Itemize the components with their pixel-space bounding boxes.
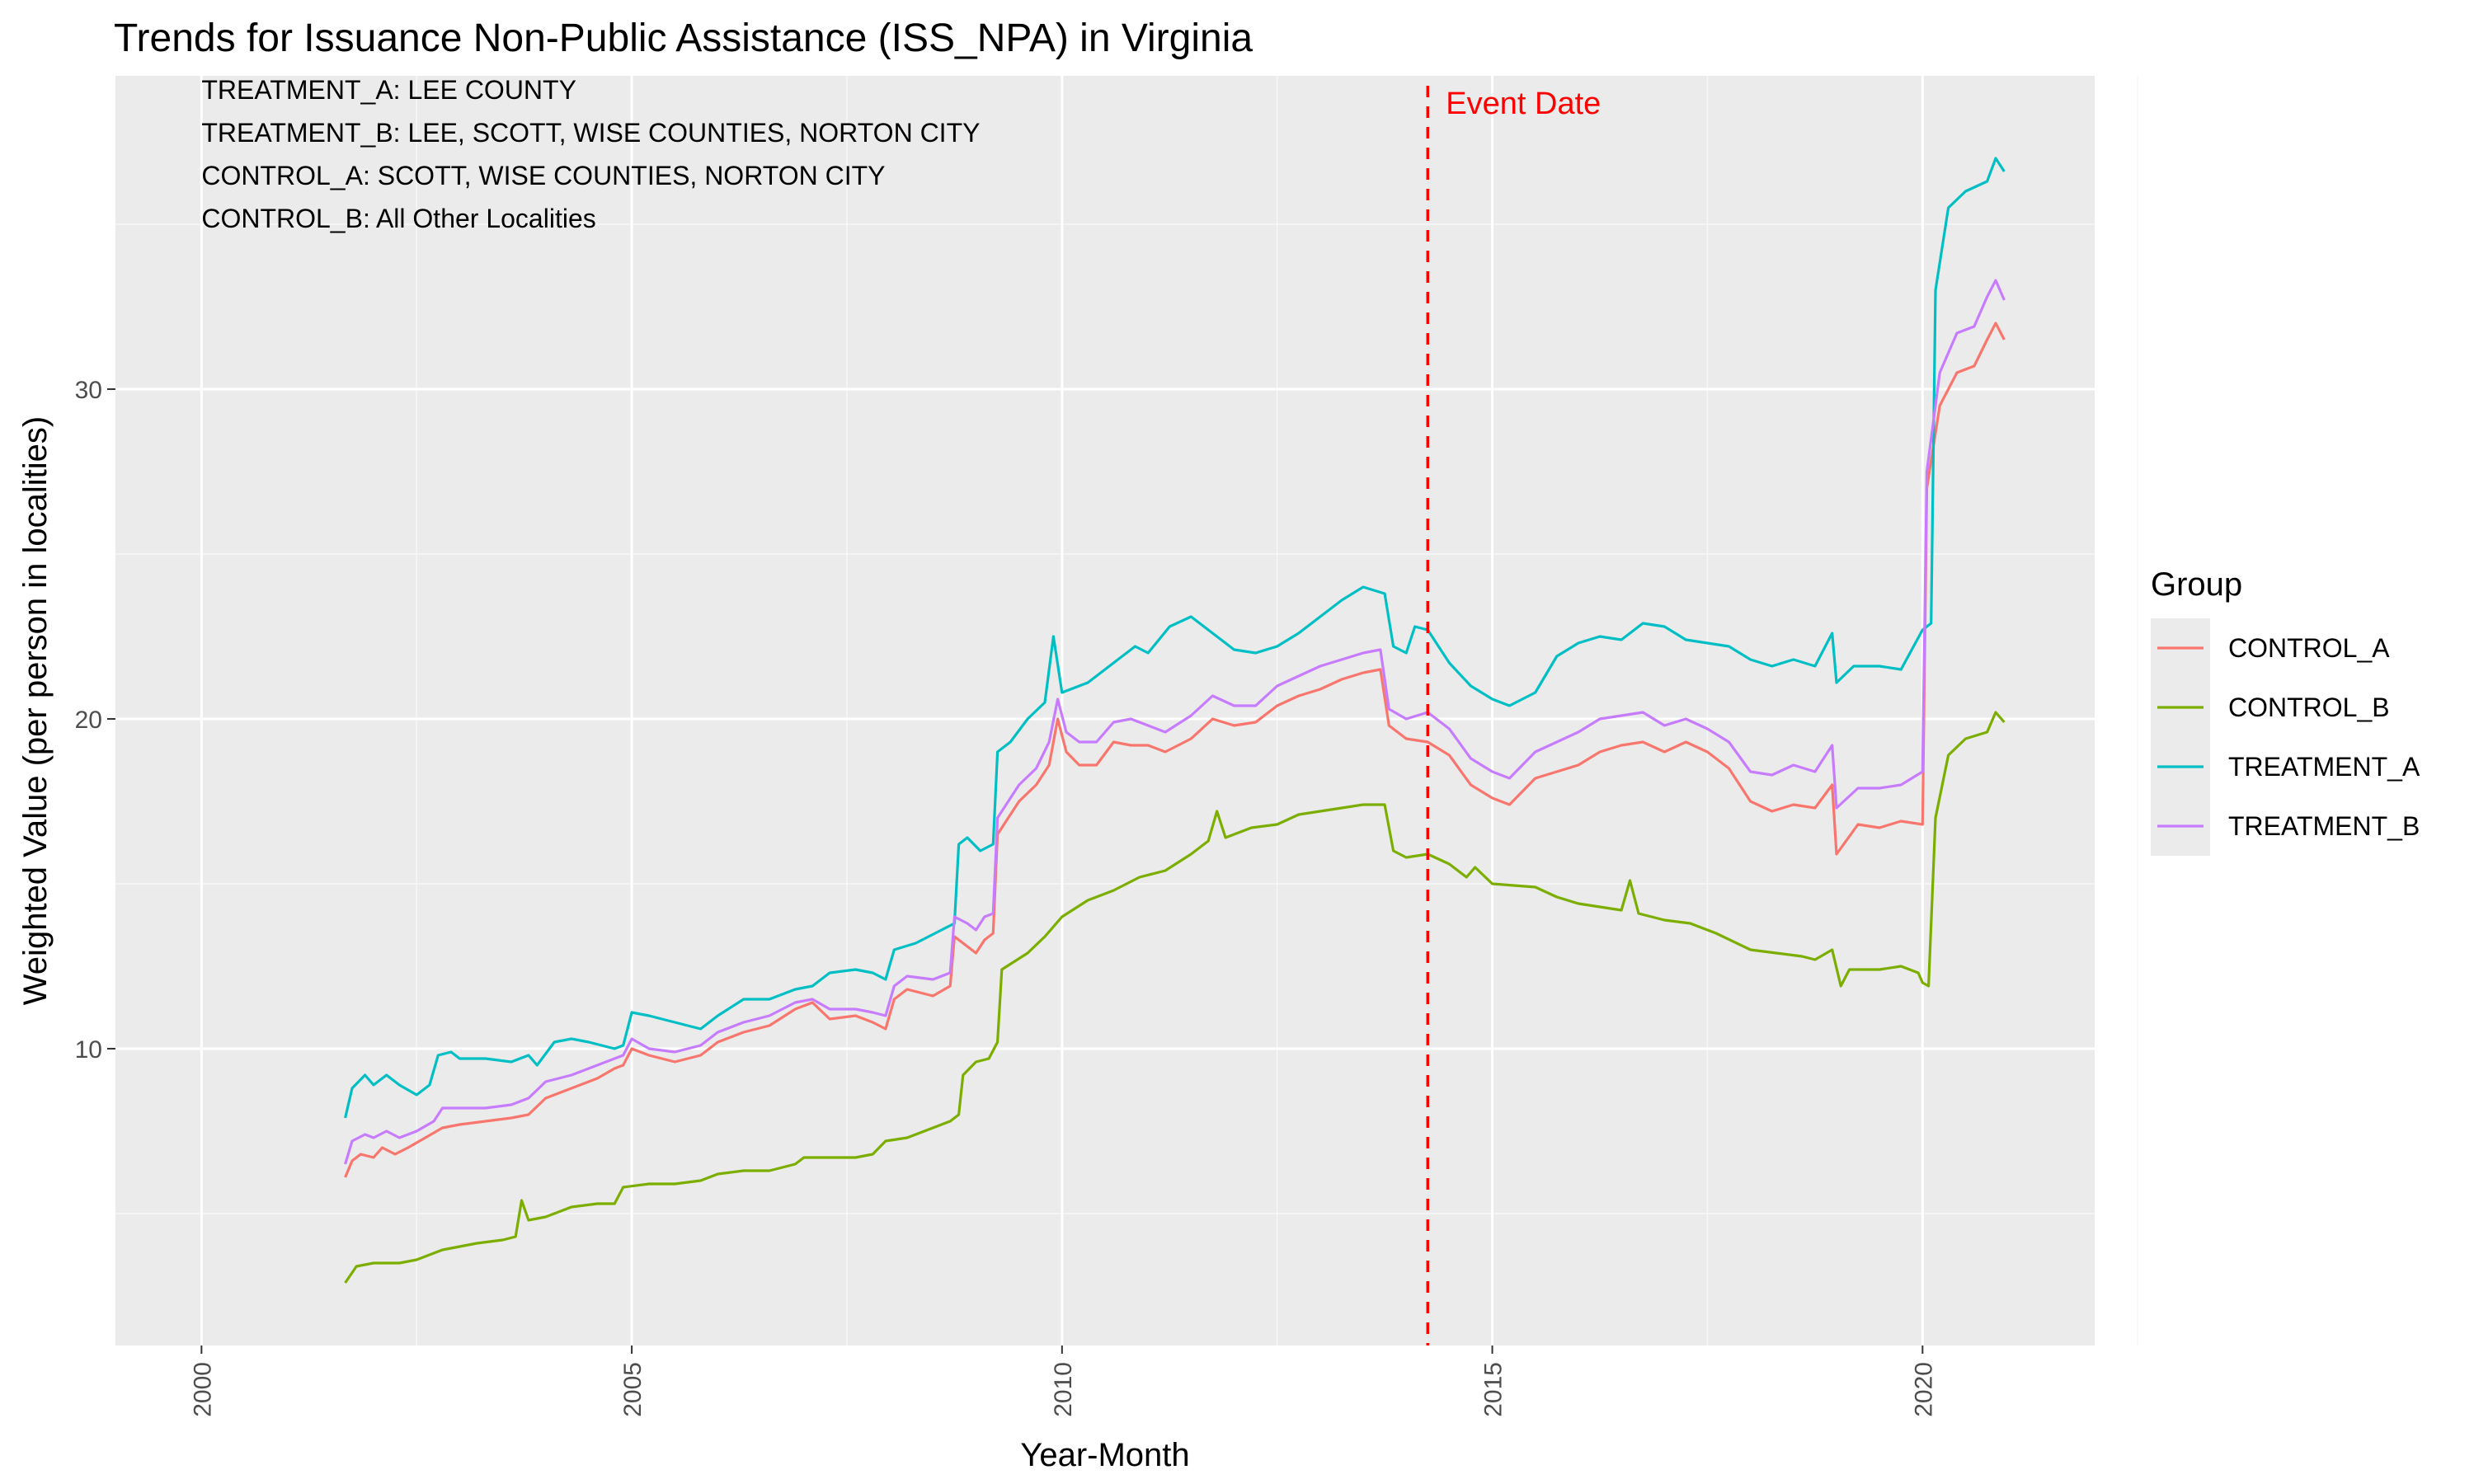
- legend-label: CONTROL_B: [2228, 693, 2390, 722]
- legend: Group CONTROL_A CONTROL_B TREATMENT_A TREAT…: [2151, 566, 2420, 856]
- series-lines: [344, 157, 2006, 1284]
- annotation-line: CONTROL_A: SCOTT, WISE COUNTIES, NORTON …: [201, 161, 885, 190]
- annotation-line: TREATMENT_B: LEE, SCOTT, WISE COUNTIES, …: [201, 118, 980, 148]
- x-tick-label: 2015: [1480, 1362, 1507, 1417]
- legend-label: TREATMENT_A: [2228, 752, 2420, 782]
- x-tick-label: 2005: [619, 1362, 647, 1417]
- y-tick-label: 30: [75, 377, 102, 404]
- series-line-control-a: [344, 322, 2006, 1178]
- y-tick-label: 10: [75, 1036, 102, 1064]
- x-axis-ticks: 2000 2005 2010 2015 2020: [189, 1345, 1937, 1417]
- series-line-treatment-b: [344, 279, 2006, 1165]
- y-axis-title: Weighted Value (per person in localities…: [17, 416, 54, 1005]
- legend-title: Group: [2151, 566, 2242, 603]
- annotation-line: CONTROL_B: All Other Localities: [201, 204, 595, 233]
- x-tick-label: 2000: [189, 1362, 216, 1417]
- annotation-line: TREATMENT_A: LEE COUNTY: [201, 75, 576, 105]
- plot-background: [115, 76, 2095, 1345]
- group-definitions-annotation: TREATMENT_A: LEE COUNTY TREATMENT_B: LEE,…: [201, 75, 980, 233]
- series-line-treatment-a: [344, 157, 2006, 1119]
- series-line-control-b: [344, 711, 2006, 1284]
- event-date-label: Event Date: [1446, 87, 1601, 121]
- x-tick-label: 2020: [1910, 1362, 1937, 1417]
- chart-title: Trends for Issuance Non-Public Assistanc…: [114, 16, 1253, 60]
- x-tick-label: 2010: [1050, 1362, 1077, 1417]
- x-axis-title: Year-Month: [1020, 1437, 1189, 1473]
- legend-label: CONTROL_A: [2228, 633, 2390, 663]
- y-axis-ticks: 10 20 30: [75, 377, 115, 1064]
- minor-gridlines: [115, 76, 2138, 1345]
- legend-label: TREATMENT_B: [2228, 811, 2420, 841]
- y-tick-label: 20: [75, 707, 102, 734]
